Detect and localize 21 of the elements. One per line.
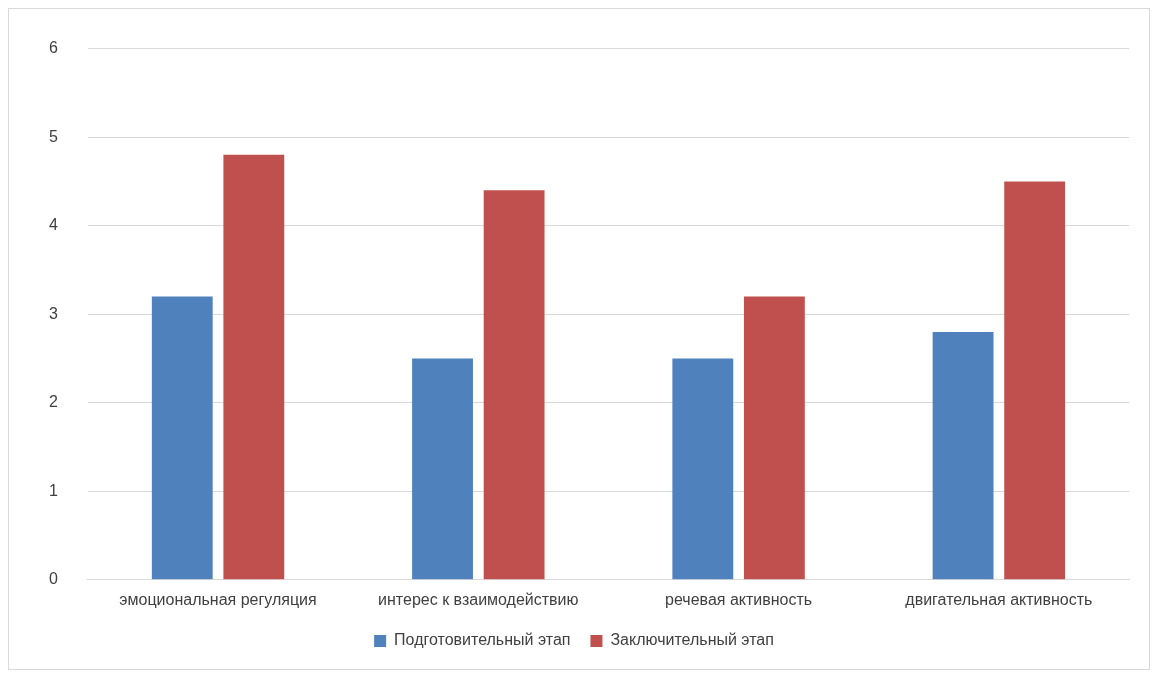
bar <box>743 296 805 580</box>
y-tick-label: 3 <box>48 304 58 322</box>
legend-label: Заключительный этап <box>610 631 774 649</box>
y-tick-label: 2 <box>48 393 58 411</box>
y-tick-label: 4 <box>48 216 58 234</box>
bar <box>672 358 734 580</box>
bar <box>412 358 473 580</box>
y-tick-label: 6 <box>48 39 58 57</box>
legend-label: Подготовительный этап <box>394 631 571 649</box>
bar <box>151 296 213 580</box>
x-tick-label: эмоциональная регуляция <box>119 590 317 608</box>
bar <box>483 190 545 580</box>
y-tick-label: 5 <box>48 127 58 145</box>
bar <box>223 154 285 580</box>
y-tick-label: 0 <box>48 570 58 588</box>
y-tick-label: 1 <box>48 481 58 499</box>
bar <box>1004 181 1066 580</box>
x-tick-label: интерес к взаимодействию <box>378 590 579 608</box>
x-tick-label: речевая активность <box>665 590 813 608</box>
x-tick-label: двигательная активность <box>905 590 1093 608</box>
bar <box>932 331 994 580</box>
